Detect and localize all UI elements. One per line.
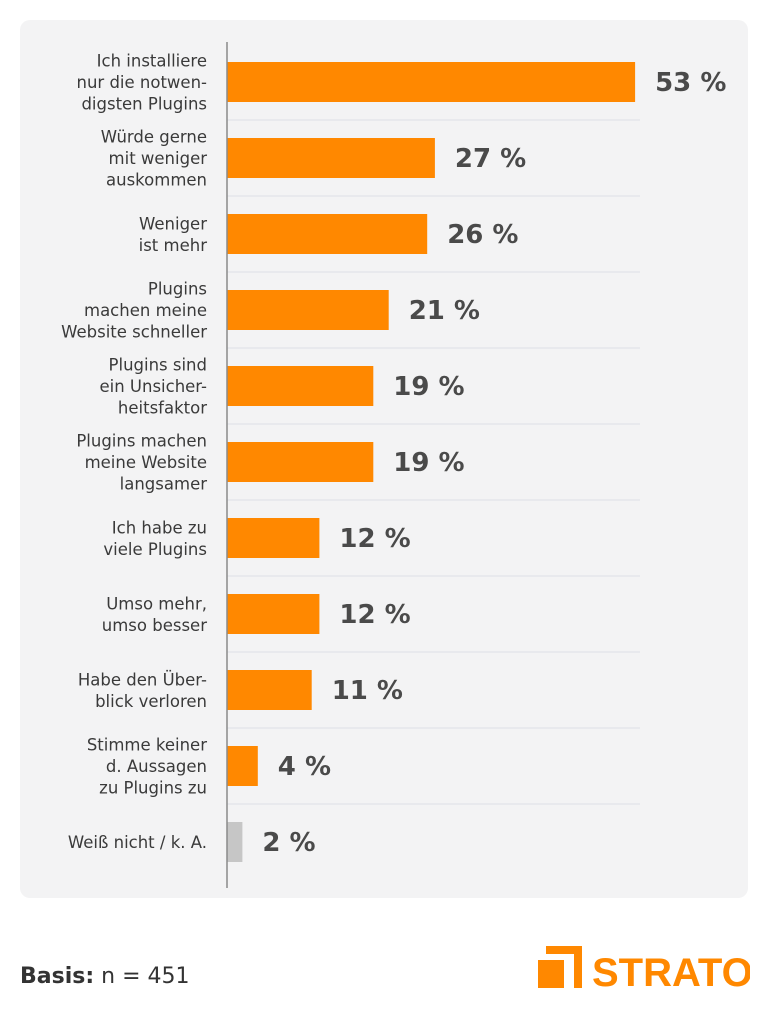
category-label: Weiß nicht / k. A. [68, 833, 207, 852]
value-label: 19 % [393, 372, 464, 402]
value-label: 2 % [262, 828, 315, 858]
value-label: 26 % [447, 220, 518, 250]
bar [227, 594, 320, 634]
category-label: Ich installiere nur die notwen-digsten Pl… [77, 52, 208, 114]
chart-panel: 53 % Ich installiere nur die notwen-digste… [20, 20, 748, 898]
bar [227, 366, 374, 406]
bar [227, 138, 435, 178]
value-label: 21 % [409, 296, 480, 326]
category-label: Würde gerne mit weniger auskommen [101, 128, 207, 190]
category-label: Plugins sind ein Unsicher-heitsfaktor [99, 356, 207, 418]
sample-basis: Basis: n = 451 [20, 964, 190, 989]
value-label: 19 % [393, 448, 464, 478]
logo-bracket-icon [546, 946, 582, 988]
bar [227, 214, 428, 254]
bar [227, 518, 320, 558]
strato-logo: STRATO [538, 944, 750, 992]
value-label: 27 % [455, 144, 526, 174]
value-label: 11 % [332, 676, 403, 706]
bar [227, 290, 389, 330]
category-label: Stimme keiner d. Aussagen zu Plugins zu [87, 736, 207, 798]
bar-chart: 53 % Ich installiere nur die notwen-digste… [61, 42, 726, 888]
basis-value: n = 451 [94, 964, 190, 989]
value-label: 12 % [339, 524, 410, 554]
basis-label: Basis: [20, 964, 95, 989]
logo-square-icon [538, 960, 564, 988]
value-label: 53 % [655, 68, 726, 98]
bar [227, 746, 258, 786]
logo-wordmark: STRATO [592, 951, 750, 992]
bar [227, 62, 636, 102]
category-label: Weniger ist mehr [139, 214, 208, 255]
category-label: Ich habe zu viele Plugins [103, 518, 207, 559]
category-label: Habe den Über-blick verloren [78, 670, 207, 711]
bar [227, 442, 374, 482]
strato-logo-mark: STRATO [538, 946, 750, 992]
value-label: 4 % [278, 752, 331, 782]
bar [227, 670, 312, 710]
category-label: Plugins machen meine Website schneller [61, 280, 207, 342]
category-label: Plugins machen meine Website langsamer [76, 432, 207, 494]
category-label: Umso mehr, umso besser [102, 594, 207, 635]
value-label: 12 % [339, 600, 410, 630]
bar [227, 822, 243, 862]
